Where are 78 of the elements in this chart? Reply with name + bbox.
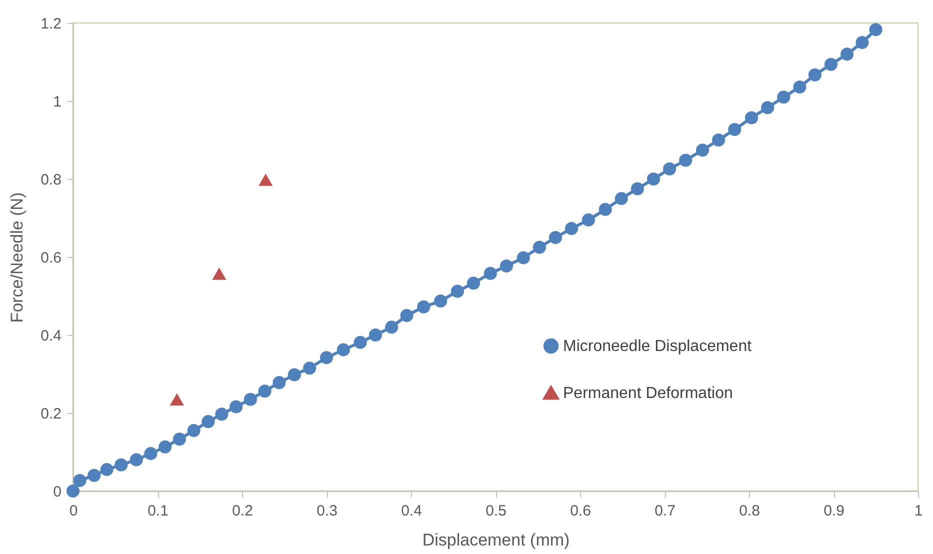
y-tick-label: 1 bbox=[53, 94, 62, 110]
x-axis-title: Displacement (mm) bbox=[422, 530, 570, 550]
x-tick-label: 0.4 bbox=[401, 502, 422, 520]
x-tick-label: 0.7 bbox=[654, 502, 676, 520]
x-tick-label: 0.1 bbox=[148, 502, 168, 520]
x-tick-label: 0.5 bbox=[486, 502, 506, 520]
point bbox=[272, 376, 286, 390]
point bbox=[172, 432, 186, 446]
point bbox=[467, 276, 480, 290]
x-tick-label: 0.9 bbox=[824, 502, 844, 520]
point bbox=[187, 424, 200, 438]
y-tick-label: 0 bbox=[53, 484, 62, 500]
point bbox=[646, 172, 660, 186]
point bbox=[516, 251, 530, 264]
x-tick-label: 0.8 bbox=[739, 502, 760, 520]
point bbox=[258, 384, 272, 398]
point bbox=[745, 111, 758, 124]
point bbox=[728, 122, 742, 136]
point bbox=[696, 144, 710, 157]
point bbox=[303, 362, 316, 375]
y-tick-label: 0.6 bbox=[40, 250, 62, 266]
point bbox=[434, 294, 448, 308]
point bbox=[66, 484, 80, 498]
point bbox=[354, 336, 367, 349]
point bbox=[288, 368, 301, 382]
y-tick-label: 0.4 bbox=[40, 328, 62, 344]
point bbox=[500, 259, 514, 272]
x-tick-label: 0.6 bbox=[570, 502, 591, 520]
point bbox=[212, 268, 226, 280]
point bbox=[88, 468, 101, 482]
point bbox=[663, 162, 676, 176]
x-tick-label: 0.2 bbox=[232, 502, 253, 520]
y-tick-label: 0.8 bbox=[40, 172, 62, 188]
point bbox=[144, 447, 158, 460]
point bbox=[869, 23, 882, 36]
point bbox=[761, 101, 774, 114]
point bbox=[484, 266, 497, 280]
legend-label: Microneedle Displacement bbox=[563, 338, 752, 355]
point bbox=[856, 36, 869, 50]
point bbox=[400, 308, 414, 322]
point bbox=[824, 58, 838, 71]
point bbox=[202, 415, 215, 428]
point bbox=[368, 328, 382, 342]
point bbox=[450, 284, 464, 298]
point bbox=[244, 392, 257, 406]
point bbox=[840, 48, 854, 61]
point bbox=[548, 230, 562, 244]
point bbox=[336, 343, 350, 356]
y-tick-label: 1.2 bbox=[40, 16, 62, 32]
point bbox=[100, 463, 114, 476]
point bbox=[777, 90, 790, 104]
point bbox=[679, 154, 692, 167]
point bbox=[170, 393, 184, 406]
point bbox=[320, 351, 334, 364]
point bbox=[130, 453, 143, 466]
point bbox=[158, 440, 172, 454]
point bbox=[712, 133, 726, 147]
point bbox=[215, 408, 228, 421]
x-tick-label: 1 bbox=[914, 502, 923, 520]
point bbox=[230, 400, 243, 414]
point bbox=[73, 474, 86, 487]
point bbox=[532, 240, 546, 254]
point bbox=[565, 222, 578, 236]
point bbox=[582, 213, 595, 226]
point bbox=[808, 68, 822, 82]
x-tick-label: 0 bbox=[69, 502, 78, 520]
point bbox=[598, 202, 612, 216]
x-tick-label: 0.3 bbox=[316, 502, 338, 520]
point bbox=[258, 174, 273, 186]
legend-label: Permanent Deformation bbox=[563, 385, 733, 402]
point bbox=[793, 80, 806, 94]
point bbox=[385, 320, 398, 334]
point bbox=[614, 192, 628, 206]
y-axis-title: Force/Needle (N) bbox=[8, 192, 27, 323]
y-tick-label: 0.2 bbox=[40, 406, 62, 422]
point bbox=[417, 300, 430, 314]
point bbox=[114, 458, 128, 472]
point bbox=[630, 182, 644, 196]
